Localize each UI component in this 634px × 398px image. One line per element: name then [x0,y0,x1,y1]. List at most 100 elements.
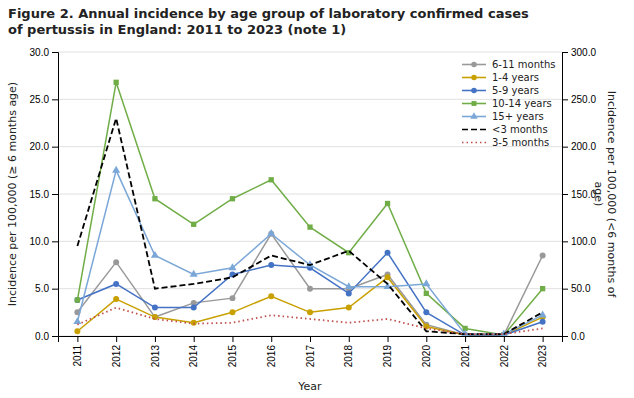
x-tick-label: 2013 [150,345,161,368]
series-marker [112,166,120,173]
series-marker [229,309,235,315]
x-tick-mark [504,336,505,342]
y2-tick: 150.0 [562,189,596,200]
y-tick-label: 20.0 [30,141,50,152]
series-marker [346,290,352,296]
x-tick-label: 2017 [305,345,316,368]
y-axis-label: Incidence per 100,000 (≥ 6 months age) [6,82,19,306]
legend-swatch [462,142,486,144]
y-tick-label: 25.0 [30,94,50,105]
series-marker [190,270,198,277]
legend-label: 15+ years [492,111,544,122]
plot: 2011201220132014201520162017201820192020… [6,47,618,393]
y2-tick-label: 100.0 [571,236,596,247]
series-marker [385,274,391,280]
series-marker [230,196,235,201]
series-marker [268,262,274,268]
series-marker [152,314,158,320]
title-line: Figure 2. Annual incidence by age group … [8,6,529,21]
x-tick-label: 2016 [266,345,277,368]
title: Figure 2. Annual incidence by age group … [8,6,529,37]
y2-tick-mark [562,336,568,337]
series-marker [228,263,236,270]
series [75,80,546,336]
y2-tick-mark [562,241,568,242]
x-tick-label: 2014 [188,345,199,368]
y-tick-mark [52,336,58,337]
x-tick-mark [465,336,466,342]
grid-line [58,52,562,53]
series-marker [423,309,429,315]
series-group [73,80,546,336]
x-tick: 2011 [72,336,83,367]
y2-tick-mark [562,147,568,148]
series [77,308,542,335]
x-axis-line [59,337,563,343]
y-tick-label: 0.0 [35,331,49,342]
series-marker [424,291,429,296]
y-tick-label: 30.0 [30,47,50,58]
series-marker [422,279,430,286]
series-line [77,277,542,335]
y-tick: 25.0 [30,94,58,105]
x-tick: 2023 [537,336,548,367]
legend-item: 6-11 months [462,59,556,70]
series-marker [345,282,353,289]
series-line [77,308,542,335]
legend-item: 3-5 months [462,137,549,148]
y-tick-mark [52,289,58,290]
y-tick-mark [52,241,58,242]
y2-tick: 0.0 [562,331,585,342]
x-tick-mark [349,336,350,342]
x-axis-label: Year [297,380,322,393]
y2-tick: 250.0 [562,94,596,105]
y-tick: 10.0 [30,236,58,247]
series [77,118,542,334]
series-marker [75,297,80,302]
series-marker [113,259,119,265]
series-marker [113,296,119,302]
legend-marker [470,112,477,118]
series-marker [307,224,312,229]
x-tick-mark [77,336,78,342]
y-tick-mark [52,99,58,100]
grid [58,52,562,336]
y2-tick-label: 300.0 [571,47,596,58]
series-marker [152,314,158,320]
series-marker [229,295,235,301]
x-tick-mark [426,336,427,342]
x-axis: 2011201220132014201520162017201820192020… [59,336,563,367]
y-tick-label: 5.0 [35,283,49,294]
x-tick-label: 2022 [499,345,510,368]
series [74,274,545,336]
legend-label: 3-5 months [492,137,549,148]
y-tick: 15.0 [30,189,58,200]
series-marker [114,80,119,85]
y2-tick: 100.0 [562,236,596,247]
series-marker [267,229,275,236]
series-marker [152,196,157,201]
x-tick-mark [543,336,544,342]
series-marker [152,305,158,311]
y2-tick-label: 0.0 [571,331,585,342]
series-line [77,82,542,335]
legend-marker [471,62,477,68]
x-tick: 2020 [421,336,432,367]
x-tick-mark [194,336,195,342]
legend-item: 15+ years [462,111,544,122]
x-tick: 2021 [460,336,471,367]
legend-marker [471,75,477,81]
y2-tick-label: 200.0 [571,141,596,152]
legend-label: <3 months [492,124,548,135]
x-tick-label: 2011 [72,345,83,367]
legend-marker [471,88,477,94]
x-tick: 2013 [150,336,161,367]
y2-axis-label-line: Incidence per 100,000 (<6 months of [605,91,618,299]
y-tick-mark [52,52,58,53]
title-line: of pertussis in England: 2011 to 2023 (n… [8,22,346,37]
y-tick-mark [52,194,58,195]
x-tick: 2018 [343,336,354,367]
series-marker [269,177,274,182]
series-marker [346,305,352,311]
y2-axis-label: Incidence per 100,000 (<6 months ofage) [592,91,618,299]
